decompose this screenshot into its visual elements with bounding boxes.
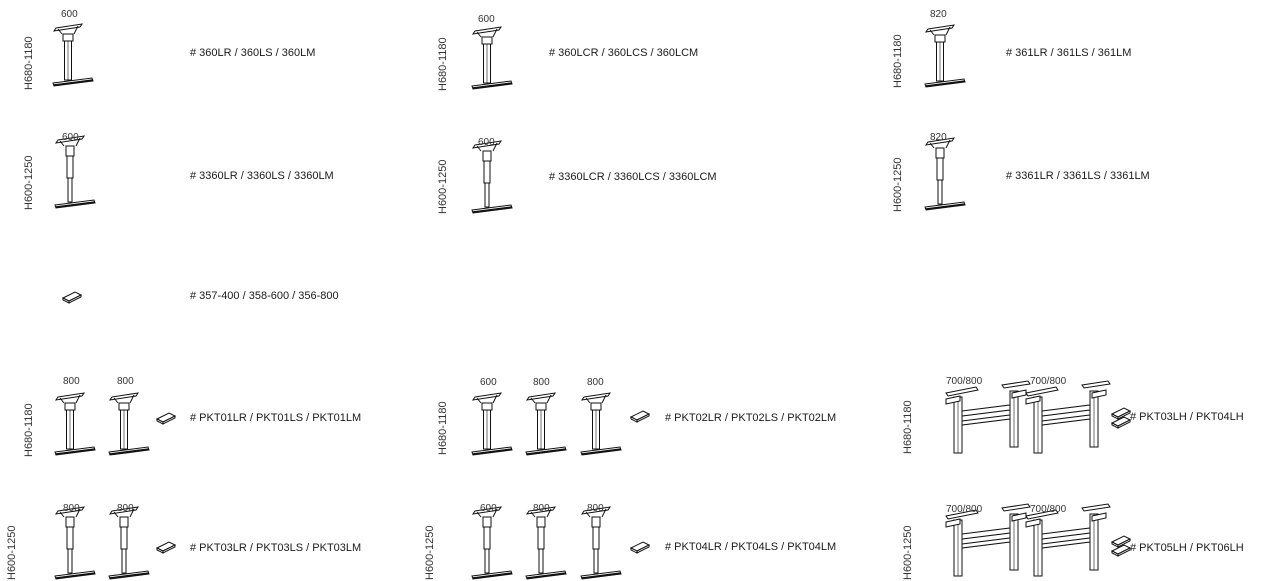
product-code: # 3361LR / 3361LS / 3361LM bbox=[1006, 170, 1150, 182]
leg-drawing bbox=[108, 392, 150, 456]
leg-drawing bbox=[54, 392, 96, 456]
product-code: # PKT03LR / PKT03LS / PKT03LM bbox=[190, 542, 362, 554]
height-label: H600-1250 bbox=[6, 525, 18, 580]
width-label: 820 bbox=[930, 132, 947, 143]
width-label: 800 bbox=[533, 377, 550, 388]
width-label: 800 bbox=[587, 377, 604, 388]
width-label: 800 bbox=[533, 503, 550, 514]
crossbar-drawing bbox=[156, 412, 176, 425]
product-code: # 361LR / 361LS / 361LM bbox=[1006, 47, 1132, 59]
leg-drawing bbox=[471, 506, 513, 580]
leg-drawing bbox=[924, 137, 966, 211]
height-label: H680-1180 bbox=[437, 37, 449, 91]
height-label: H680-1180 bbox=[23, 403, 35, 457]
product-code: # 360LR / 360LS / 360LM bbox=[190, 47, 316, 59]
leg-drawing bbox=[580, 392, 622, 456]
product-code: # 3360LR / 3360LS / 3360LM bbox=[190, 170, 334, 182]
height-label: H680-1180 bbox=[23, 36, 35, 90]
crossbar-drawing bbox=[62, 291, 82, 304]
crossbar-pair-drawing bbox=[1112, 408, 1130, 428]
width-label: 800 bbox=[117, 503, 134, 514]
frame-drawing bbox=[1025, 380, 1111, 454]
product-code: # PKT01LR / PKT01LS / PKT01LM bbox=[190, 412, 362, 424]
crossbar-drawing bbox=[156, 541, 176, 554]
leg-drawing bbox=[924, 24, 966, 88]
height-label: H680-1180 bbox=[902, 400, 914, 454]
height-label: H680-1180 bbox=[437, 401, 449, 455]
leg-drawing bbox=[580, 506, 622, 580]
width-label: 700/800 bbox=[1030, 376, 1067, 387]
width-label: 820 bbox=[930, 9, 947, 20]
product-code: # PKT05LH / PKT06LH bbox=[1130, 542, 1244, 554]
product-code: # 360LCR / 360LCS / 360LCM bbox=[549, 47, 699, 59]
product-code: # PKT04LR / PKT04LS / PKT04LM bbox=[665, 541, 837, 553]
leg-drawing bbox=[471, 140, 513, 214]
width-label: 800 bbox=[63, 376, 80, 387]
width-label: 600 bbox=[478, 14, 495, 25]
width-label: 600 bbox=[62, 132, 79, 143]
width-label: 800 bbox=[587, 503, 604, 514]
frame-drawing bbox=[945, 380, 1031, 454]
width-label: 600 bbox=[480, 503, 497, 514]
leg-drawing bbox=[108, 506, 150, 580]
height-label: H600-1250 bbox=[892, 157, 904, 212]
leg-drawing bbox=[471, 26, 513, 90]
crossbar-pair-drawing bbox=[1112, 536, 1130, 556]
width-label: 700/800 bbox=[946, 376, 983, 387]
width-label: 600 bbox=[480, 377, 497, 388]
leg-drawing bbox=[54, 135, 96, 209]
product-code: # 3360LCR / 3360LCS / 3360LCM bbox=[549, 171, 717, 183]
crossbar-drawing bbox=[630, 410, 650, 423]
leg-drawing bbox=[52, 23, 94, 87]
product-code: # PKT02LR / PKT02LS / PKT02LM bbox=[665, 412, 837, 424]
width-label: 600 bbox=[61, 9, 78, 20]
width-label: 800 bbox=[117, 376, 134, 387]
height-label: H600-1250 bbox=[424, 525, 436, 580]
height-label: H680-1180 bbox=[892, 34, 904, 88]
height-label: H600-1250 bbox=[437, 159, 449, 214]
leg-drawing bbox=[54, 506, 96, 580]
width-label: 700/800 bbox=[1030, 504, 1067, 515]
width-label: 700/800 bbox=[946, 504, 983, 515]
width-label: 600 bbox=[478, 137, 495, 148]
product-code: # 357-400 / 358-600 / 356-800 bbox=[190, 290, 339, 302]
height-label: H600-1250 bbox=[23, 155, 35, 210]
leg-drawing bbox=[525, 392, 567, 456]
width-label: 800 bbox=[63, 503, 80, 514]
product-code: # PKT03LH / PKT04LH bbox=[1130, 411, 1244, 423]
height-label: H600-1250 bbox=[902, 525, 914, 580]
crossbar-drawing bbox=[630, 541, 650, 554]
leg-drawing bbox=[525, 506, 567, 580]
leg-drawing bbox=[471, 392, 513, 456]
